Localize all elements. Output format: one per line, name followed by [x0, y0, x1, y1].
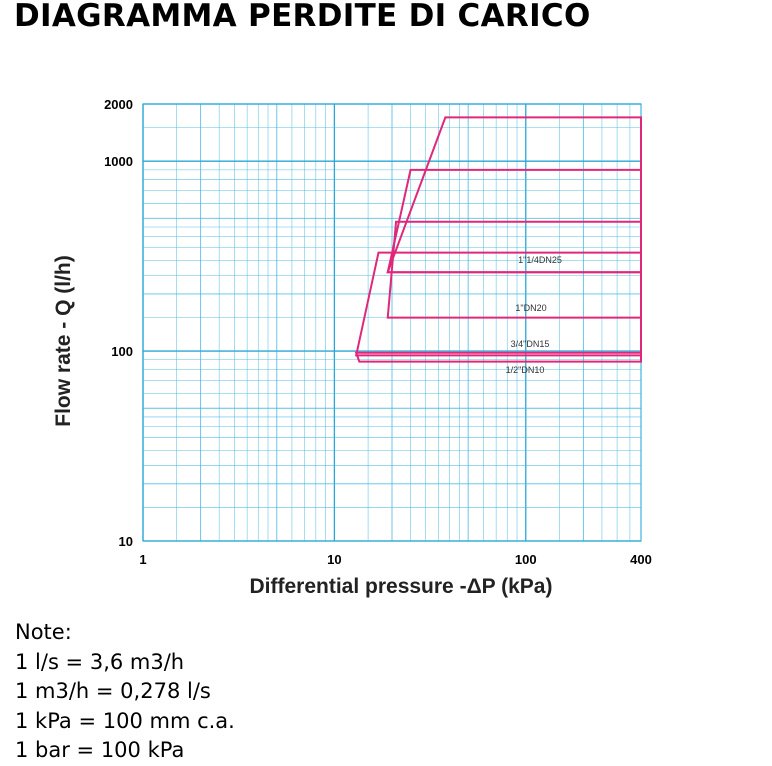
note-line: 1 kPa = 100 mm c.a. [15, 708, 235, 733]
x-tick-label: 100 [515, 552, 537, 567]
pressure-band [354, 251, 642, 357]
page-title: DIAGRAMMA PERDITE DI CARICO [14, 0, 591, 34]
note-line: 1 m3/h = 0,278 l/s [15, 679, 211, 703]
x-tick-label: 400 [630, 552, 652, 567]
x-tick-label: 1 [139, 552, 146, 567]
chart-grid [142, 103, 642, 542]
y-tick-label: 100 [111, 344, 133, 359]
chart-curve-labels: 1/2"DN10 3/4"DN15 1"DN20 1"1/4DN25 [506, 255, 562, 375]
series-label: 1"1/4DN25 [518, 255, 562, 265]
pressure-band [386, 116, 642, 274]
note-line: 1 bar = 100 kPa [15, 738, 185, 762]
chart-curves [354, 116, 642, 363]
y-tick-label: 10 [119, 534, 133, 549]
series-label: 3/4"DN15 [511, 339, 550, 349]
notes-heading: Note: [15, 620, 72, 644]
pressure-band [354, 351, 642, 363]
x-tick-label: 10 [327, 552, 341, 567]
notes: Note: 1 l/s = 3,6 m3/h 1 m3/h = 0,278 l/… [15, 618, 235, 766]
y-tick-label: 2000 [104, 97, 133, 112]
note-line: 1 l/s = 3,6 m3/h [15, 649, 185, 674]
y-axis-title: Flow rate - Q (l/h) [52, 255, 75, 427]
y-tick-label: 1000 [104, 154, 133, 169]
series-label: 1"DN20 [515, 303, 546, 313]
chart-ticks: 1 10 100 400 10 100 1000 2000 [104, 97, 652, 567]
pressure-band [386, 220, 642, 319]
x-axis-title: Differential pressure -ΔP (kPa) [250, 575, 553, 598]
series-label: 1/2"DN10 [506, 365, 545, 375]
